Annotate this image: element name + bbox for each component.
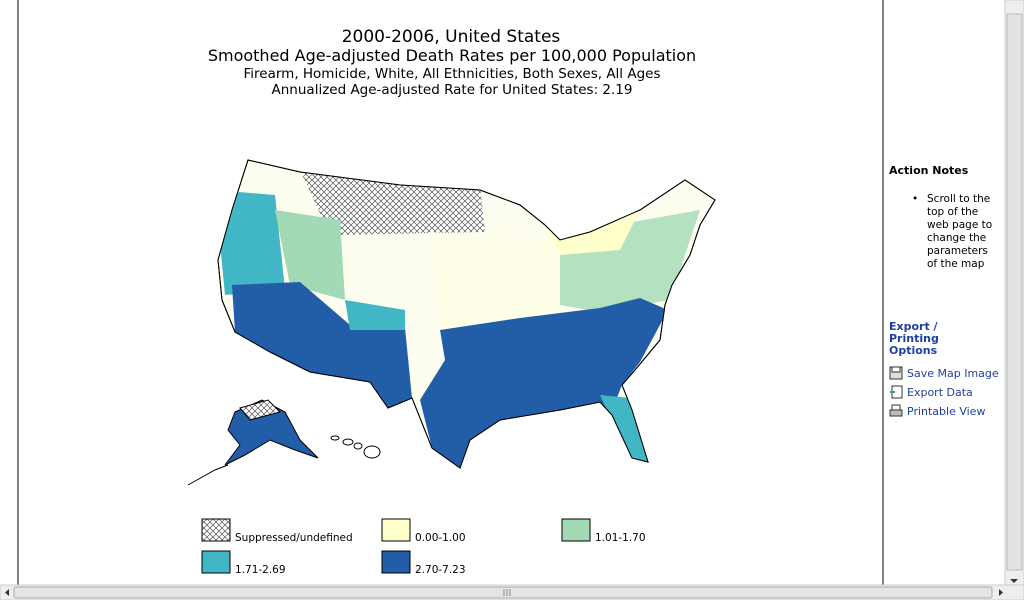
link-text[interactable]: Export Data	[907, 385, 973, 399]
legend-label: 1.01-1.70	[595, 532, 646, 544]
vertical-scrollbar[interactable]	[1004, 0, 1024, 586]
link-text[interactable]: Printable View	[907, 404, 986, 418]
legend-swatch	[201, 518, 231, 542]
legend: Suppressed/undefined 0.00-1.00 1.01-1.70 1.…	[201, 518, 646, 576]
action-notes-title: Action Notes	[889, 164, 969, 177]
legend-label: 1.71-2.69	[235, 564, 286, 576]
legend-label: Suppressed/undefined	[235, 532, 353, 544]
legend-swatch	[381, 518, 411, 542]
export-title: Export / Printing Options	[889, 320, 939, 357]
legend-label: 0.00-1.00	[415, 532, 466, 544]
export-icon	[890, 385, 903, 399]
us-map	[187, 159, 716, 486]
save-map-link[interactable]: Save Map Image	[889, 366, 999, 380]
action-note: Scroll to the top of the web page to cha…	[927, 193, 993, 270]
map-title: 2000-2006, United States	[342, 27, 561, 47]
bullet: •	[912, 193, 919, 205]
legend-swatch	[561, 518, 591, 542]
legend-swatch	[381, 550, 411, 574]
printable-view-link[interactable]: Printable View	[889, 404, 985, 418]
print-icon	[889, 404, 903, 417]
rate-note: Annualized Age-adjusted Rate for United …	[272, 82, 633, 98]
horizontal-scrollbar[interactable]	[0, 584, 1024, 600]
legend-swatch	[201, 550, 231, 574]
save-icon	[889, 366, 903, 380]
map-subtitle: Smoothed Age-adjusted Death Rates per 10…	[208, 46, 696, 65]
export-data-link[interactable]: Export Data	[889, 385, 973, 399]
map-filters: Firearm, Homicide, White, All Ethnicitie…	[243, 66, 660, 82]
legend-label: 2.70-7.23	[415, 564, 466, 576]
link-text[interactable]: Save Map Image	[907, 366, 999, 380]
